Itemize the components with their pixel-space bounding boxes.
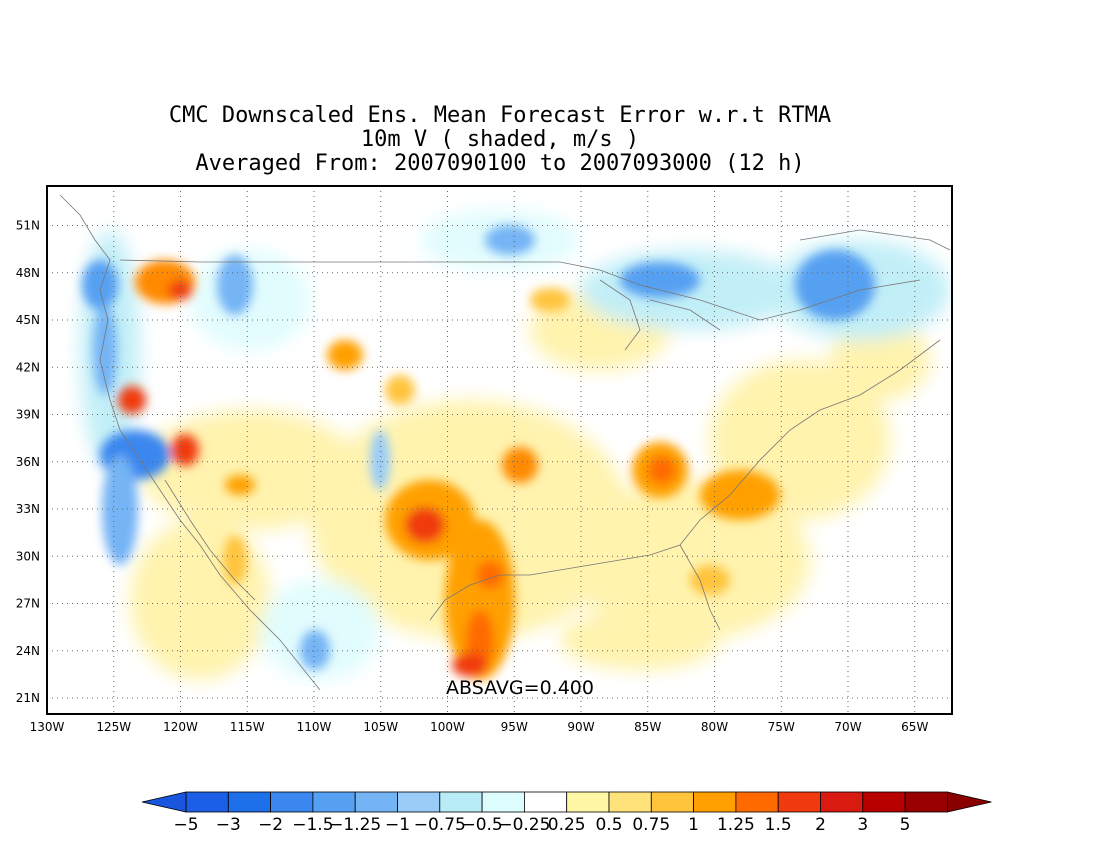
colorbar-swatch bbox=[566, 791, 610, 813]
colorbar-label: 5 bbox=[900, 815, 911, 835]
lon-tick-label: 100W bbox=[430, 720, 465, 734]
absavg-label: ABSAVG=0.400 bbox=[446, 677, 594, 699]
lat-tick-label: 24N bbox=[16, 644, 40, 658]
lat-tick-label: 27N bbox=[16, 597, 40, 611]
coastlines bbox=[59, 194, 951, 691]
colorbar-label: −0.5 bbox=[461, 815, 502, 835]
grid-lines bbox=[47, 186, 952, 714]
lat-tick-label: 33N bbox=[16, 502, 40, 516]
colorbar-swatch bbox=[524, 791, 568, 813]
colorbar-low-extend bbox=[141, 791, 187, 813]
colorbar-high-extend bbox=[947, 791, 992, 813]
lon-tick-label: 85W bbox=[634, 720, 661, 734]
lon-tick-label: 110W bbox=[297, 720, 332, 734]
colorbar-swatch bbox=[227, 791, 272, 813]
colorbar-swatch bbox=[693, 791, 737, 813]
colorbar-swatch bbox=[650, 791, 694, 813]
colorbar-label: −1.25 bbox=[329, 815, 381, 835]
colorbar-label: 1.5 bbox=[765, 815, 792, 835]
lat-tick-label: 45N bbox=[16, 313, 40, 327]
colorbar-label: 2 bbox=[815, 815, 826, 835]
colorbar-swatch bbox=[312, 791, 356, 813]
lat-tick-label: 30N bbox=[16, 549, 40, 563]
colorbar-label: −1 bbox=[385, 815, 410, 835]
lat-tick-label: 36N bbox=[16, 455, 40, 469]
lon-tick-label: 125W bbox=[96, 720, 131, 734]
lon-tick-label: 130W bbox=[30, 720, 65, 734]
lon-tick-label: 70W bbox=[834, 720, 861, 734]
colorbar-label: 1.25 bbox=[717, 815, 755, 835]
colorbar-label: 0.5 bbox=[595, 815, 622, 835]
colorbar-swatch bbox=[439, 791, 483, 813]
colorbar-label: 0.25 bbox=[548, 815, 586, 835]
shaded-field bbox=[80, 210, 950, 680]
colorbar-label: 3 bbox=[857, 815, 868, 835]
lat-tick-label: 51N bbox=[16, 219, 40, 233]
colorbar-label: 1 bbox=[688, 815, 699, 835]
colorbar-label: −1.5 bbox=[292, 815, 333, 835]
map-frame bbox=[46, 185, 953, 715]
lat-axis: 51N 48N 45N 42N 39N 36N 33N 30N 27N 24N 21N bbox=[16, 219, 40, 706]
colorbar-label: −5 bbox=[173, 815, 198, 835]
colorbar-label: −2 bbox=[258, 815, 283, 835]
colorbar-swatch bbox=[608, 791, 652, 813]
colorbar-swatch bbox=[735, 791, 779, 813]
lon-tick-label: 115W bbox=[230, 720, 265, 734]
lat-tick-label: 39N bbox=[16, 408, 40, 422]
lon-axis: 130W 125W 120W 115W 110W 105W 100W 95W 90W 85W 80W… bbox=[30, 720, 929, 734]
title-line-2: 10m V ( shaded, m/s ) bbox=[360, 127, 640, 152]
colorbar-swatch bbox=[777, 791, 821, 813]
title-line-1: CMC Downscaled Ens. Mean Forecast Error … bbox=[168, 103, 832, 128]
colorbar-swatch bbox=[862, 791, 906, 813]
lon-tick-label: 65W bbox=[901, 720, 928, 734]
lon-tick-label: 105W bbox=[363, 720, 398, 734]
lon-tick-label: 120W bbox=[163, 720, 198, 734]
lon-tick-label: 80W bbox=[701, 720, 728, 734]
colorbar-swatch bbox=[820, 791, 864, 813]
colorbar-swatch bbox=[481, 791, 525, 813]
lon-tick-label: 75W bbox=[768, 720, 795, 734]
colorbar-swatch bbox=[904, 791, 948, 813]
colorbar-swatch bbox=[270, 791, 314, 813]
colorbar: −5 −3 −2 −1.5−1.25 −1 −0.75−0.5−0.250.25 0.5 0.… bbox=[141, 791, 992, 835]
colorbar-swatch bbox=[185, 791, 229, 813]
lat-tick-label: 48N bbox=[16, 266, 40, 280]
colorbar-label: −0.25 bbox=[498, 815, 550, 835]
colorbar-label: −3 bbox=[216, 815, 241, 835]
lon-tick-label: 95W bbox=[501, 720, 528, 734]
title-line-3: Averaged From: 2007090100 to 2007093000 … bbox=[195, 151, 805, 176]
colorbar-swatch bbox=[397, 791, 441, 813]
lat-tick-label: 21N bbox=[16, 691, 40, 705]
lat-tick-label: 42N bbox=[16, 360, 40, 374]
colorbar-label: 0.75 bbox=[632, 815, 670, 835]
colorbar-label: −0.75 bbox=[414, 815, 466, 835]
lon-tick-label: 90W bbox=[567, 720, 594, 734]
colorbar-swatch bbox=[354, 791, 398, 813]
